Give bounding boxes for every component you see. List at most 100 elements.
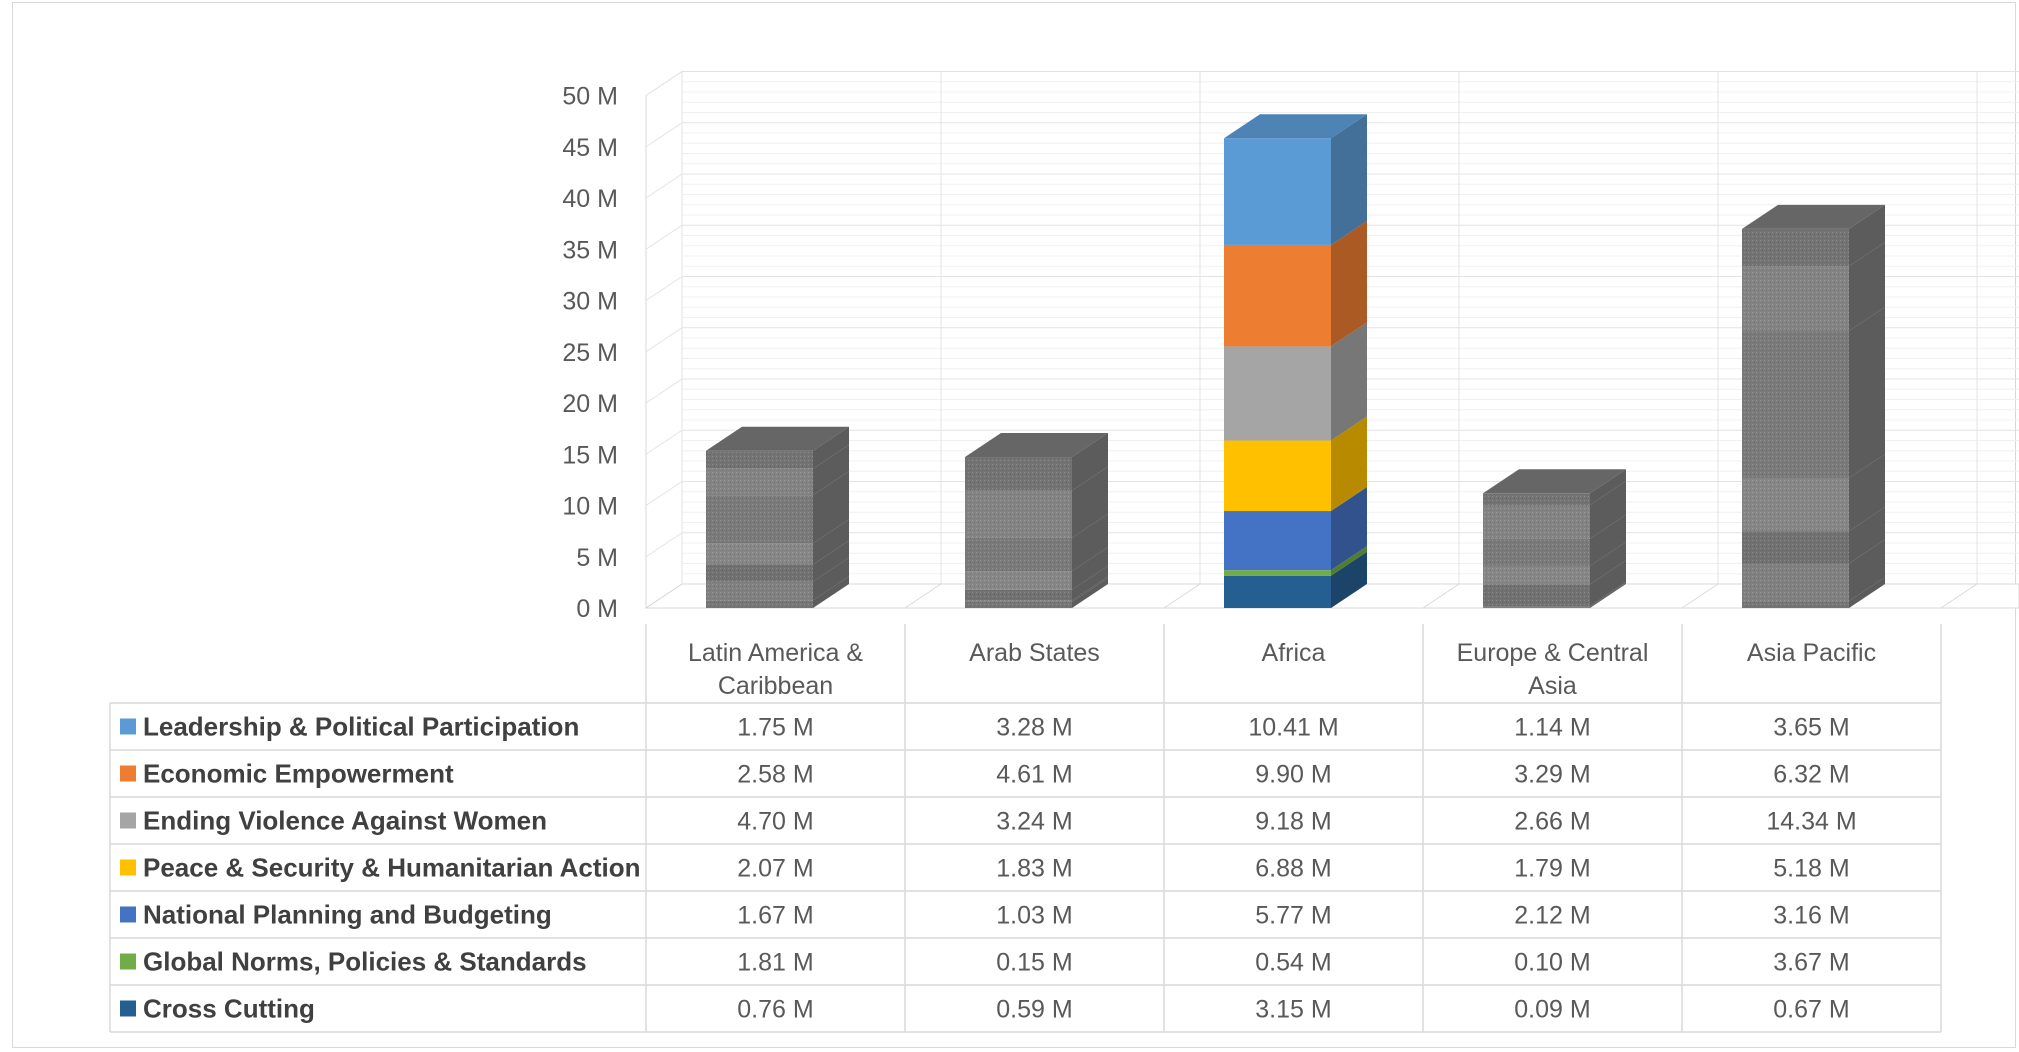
- bar-segment-side: [1072, 513, 1108, 572]
- table-cell: 1.81 M: [737, 949, 813, 977]
- bar-segment: [965, 466, 1108, 538]
- bar-segment-texture: [1742, 563, 1849, 602]
- bar-segment: [706, 519, 849, 565]
- bar-segment: [1483, 480, 1626, 539]
- bar-segment-side: [1331, 220, 1367, 347]
- legend-label: Cross Cutting: [143, 994, 315, 1024]
- bar-segment-front: [1224, 440, 1331, 512]
- bar-segment-side: [1590, 583, 1626, 608]
- table-cell: 3.65 M: [1773, 714, 1849, 742]
- bar-segment-texture: [1483, 584, 1590, 607]
- bar-segment-side: [1331, 546, 1367, 576]
- table-cell: 6.32 M: [1773, 761, 1849, 789]
- category-label: Europe & Central: [1457, 639, 1649, 667]
- bar-segment-texture: [1483, 565, 1590, 585]
- table-cell: 0.76 M: [737, 996, 813, 1024]
- gridline-side: [645, 173, 683, 199]
- bar-segment-front: [1224, 570, 1331, 576]
- floor-divider: [1681, 583, 1719, 609]
- y-tick-label: 0 M: [576, 595, 618, 623]
- bar-segment: [1483, 583, 1626, 608]
- table-cell: 9.18 M: [1255, 808, 1331, 836]
- bar-segment-texture: [706, 450, 813, 469]
- bar-segment-texture: [1742, 531, 1849, 564]
- bar-segment-side: [1072, 547, 1108, 590]
- bar-segment-texture: [1742, 601, 1849, 608]
- bar-segment: [965, 547, 1108, 590]
- bar-segment: [1224, 220, 1367, 347]
- bar-segment-texture: [706, 564, 813, 582]
- table-cell: 4.61 M: [996, 761, 1072, 789]
- table-cell: 2.07 M: [737, 855, 813, 883]
- y-tick-label: 5 M: [576, 544, 618, 572]
- y-tick-label: 25 M: [562, 339, 618, 367]
- bar-segment-side: [1849, 539, 1885, 602]
- bar-segment: [706, 540, 849, 582]
- gridline-side: [645, 71, 683, 96]
- table-cell: 0.59 M: [996, 996, 1072, 1024]
- bar-segment-side: [1331, 114, 1367, 245]
- table-cell: 1.79 M: [1514, 855, 1590, 883]
- bar-segment-side: [1072, 433, 1108, 491]
- bar-segment: [1224, 546, 1367, 576]
- table-cell: 3.15 M: [1255, 996, 1331, 1024]
- bar-segment-side: [813, 426, 849, 469]
- bar-segment-texture: [706, 495, 813, 544]
- bar-segment: [706, 444, 849, 496]
- bar-segment: [706, 557, 849, 601]
- bar-top: [706, 426, 849, 451]
- table-cell: 10.41 M: [1248, 714, 1338, 742]
- gridline-side: [645, 276, 683, 301]
- bar-segment-side: [1849, 307, 1885, 479]
- bar-segment: [1742, 307, 1885, 479]
- bar-segment: [1224, 416, 1367, 512]
- gridline-side: [645, 327, 683, 353]
- bar-segment-texture: [1483, 504, 1590, 539]
- table-cell: 3.16 M: [1773, 902, 1849, 930]
- bar-segment: [1483, 560, 1626, 607]
- bar-segment: [1483, 541, 1626, 585]
- bar-segment-side: [1590, 541, 1626, 585]
- bar-segment-side: [813, 576, 849, 608]
- bar-segment-front: [1224, 346, 1331, 441]
- category-label: Asia: [1528, 672, 1577, 700]
- bar-segment: [965, 565, 1108, 601]
- bar-segment-texture: [706, 543, 813, 565]
- bar-segment-side: [1849, 577, 1885, 608]
- table-cell: 14.34 M: [1766, 808, 1856, 836]
- table-cell: 2.12 M: [1514, 902, 1590, 930]
- bar-segment-side: [1849, 242, 1885, 332]
- y-tick-label: 20 M: [562, 390, 618, 418]
- bar-segment: [1224, 114, 1367, 245]
- table-cell: 6.88 M: [1255, 855, 1331, 883]
- bar-segment: [1224, 322, 1367, 441]
- gridline-side: [645, 481, 683, 506]
- bar-segment-front: [1224, 138, 1331, 245]
- table-cell: 2.58 M: [737, 761, 813, 789]
- legend-key: [120, 906, 136, 923]
- table-cell: 4.70 M: [737, 808, 813, 836]
- table-cell: 1.03 M: [996, 902, 1072, 930]
- legend-key: [120, 812, 136, 829]
- bar-segment-side: [1331, 551, 1367, 608]
- bar-segment-side: [1590, 582, 1626, 608]
- bar-segment-texture: [1483, 493, 1590, 505]
- table-cell: 0.09 M: [1514, 996, 1590, 1024]
- gridline-side: [645, 429, 683, 455]
- y-axis: 0 M 5 M 10 M 15 M 20 M 25 M 30 M 35 M 40 M 45 M 50…: [562, 83, 618, 624]
- bar-top: [1224, 114, 1367, 139]
- bar-segment-side: [1072, 577, 1108, 608]
- bar-segment-texture: [965, 600, 1072, 602]
- bar-segment-side: [1590, 469, 1626, 505]
- legend-label: Ending Violence Against Women: [143, 806, 547, 836]
- table-cell: 1.83 M: [996, 855, 1072, 883]
- bar-segment-texture: [706, 468, 813, 496]
- bar-segment-texture: [706, 581, 813, 601]
- bar-segment: [706, 576, 849, 608]
- bar-segment-texture: [965, 490, 1072, 538]
- bar-top: [1742, 204, 1885, 229]
- floor-divider: [1940, 583, 1978, 609]
- floor-divider: [1422, 583, 1460, 609]
- bar-segment: [1742, 507, 1885, 564]
